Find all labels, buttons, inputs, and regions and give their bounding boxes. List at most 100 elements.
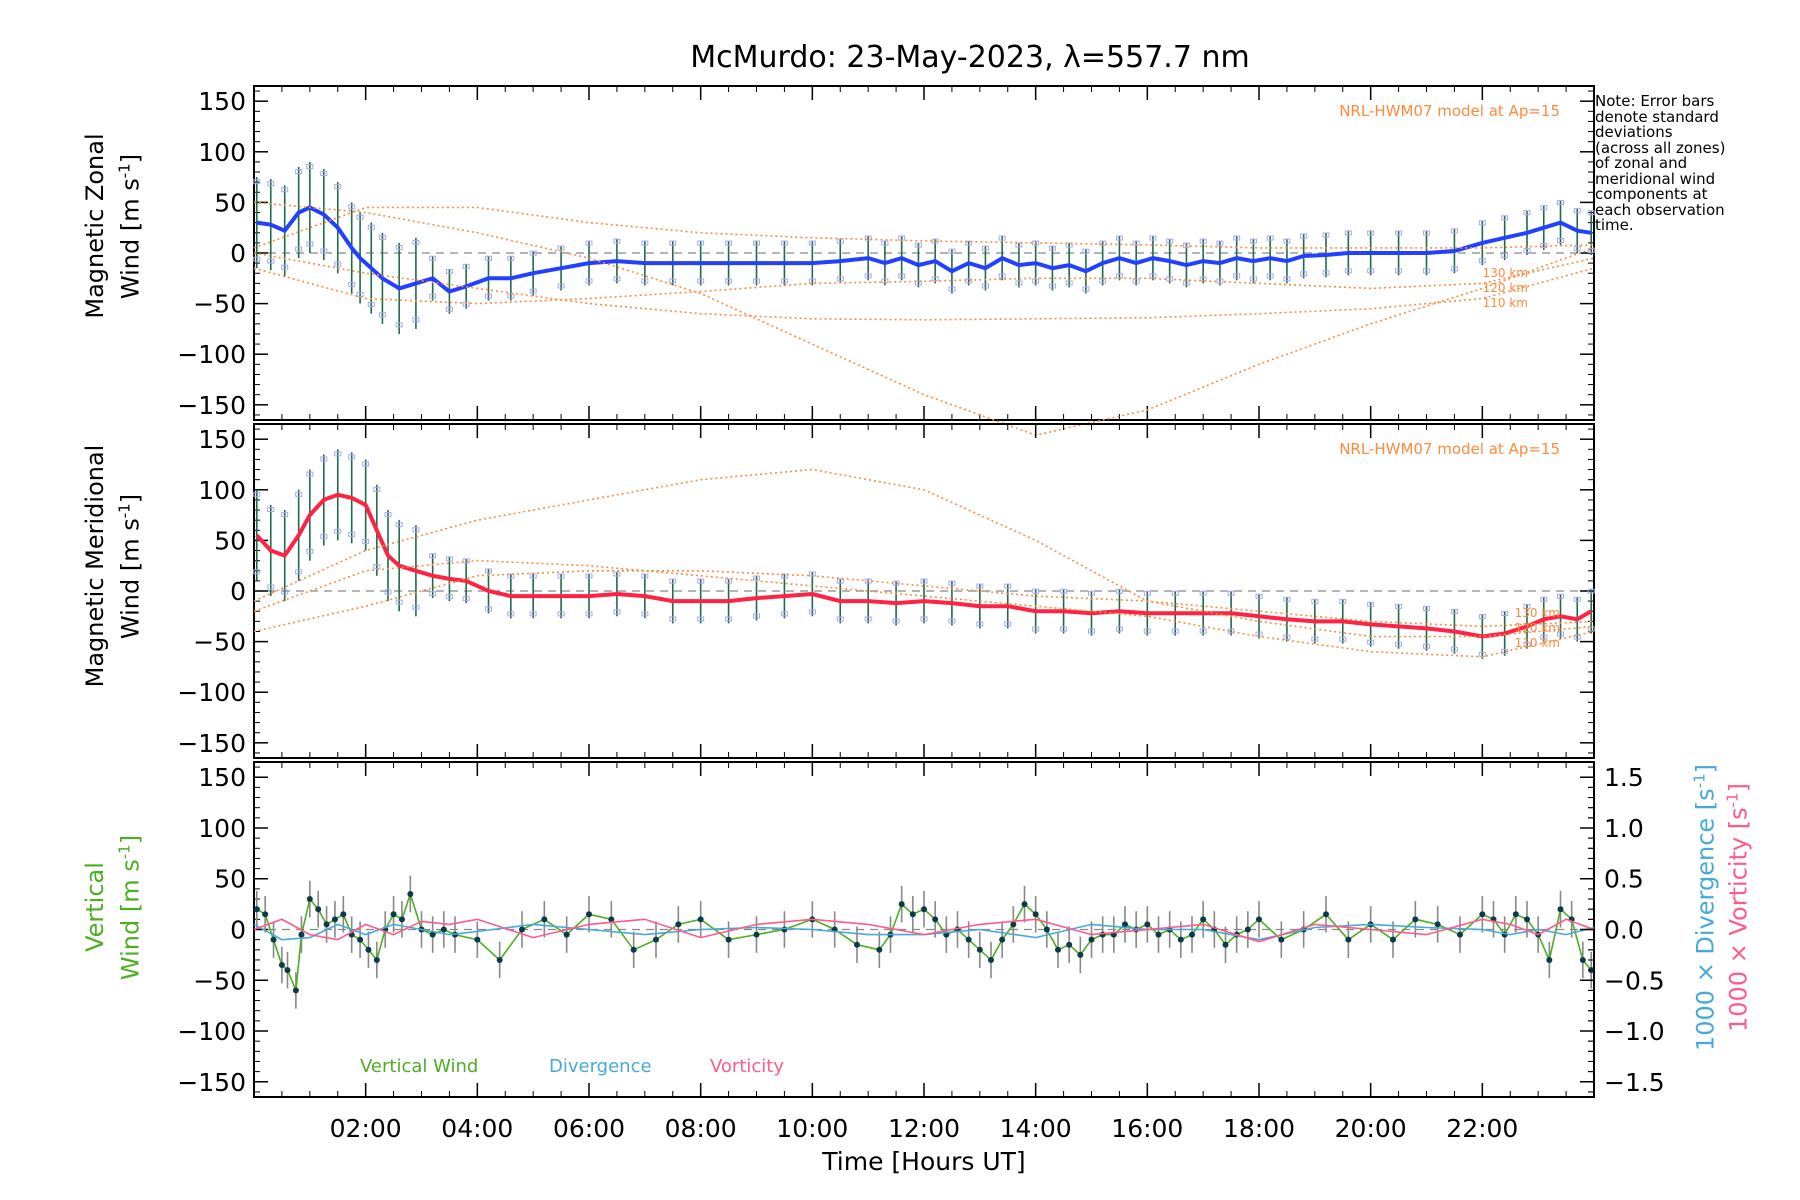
zone-marker [395,322,403,328]
vertical-wind-point [1457,931,1463,938]
model-curve [253,559,1595,658]
note-line: (across all zones) [1595,138,1726,157]
zone-marker [1300,271,1308,277]
zone-marker [976,583,984,589]
zone-marker [395,522,403,528]
vertical-wind-point [284,967,291,974]
zone-marker [485,568,492,574]
zone-marker [753,613,760,619]
vertical-wind-point [1088,936,1095,943]
vertical-wind-point [1434,921,1441,928]
zone-marker [1088,590,1095,596]
zone-marker [445,556,453,562]
vertical-wind-point [340,911,347,918]
model-label: NRL-HWM07 model at Ap=15 [1339,440,1560,458]
zone-marker [1423,643,1430,649]
zone-marker [267,584,275,590]
zone-marker [613,276,621,282]
zone-marker [836,276,844,282]
note-line: each observation [1595,200,1725,219]
zone-marker [1171,628,1179,634]
x-tick-label: 22:00 [1446,1114,1518,1143]
zone-marker [1004,583,1012,589]
vertical-wind-point [270,936,277,943]
zone-marker [267,507,275,513]
zone-marker [412,527,420,533]
zone-marker [965,240,973,246]
zone-marker [429,293,437,299]
zone-marker [1032,588,1040,594]
zone-marker [1322,270,1330,276]
zone-marker [1233,273,1241,279]
y2-tick-label: 0.5 [1604,865,1644,894]
model-curve [253,569,1595,633]
note-line: meridional wind [1595,169,1716,188]
zone-marker [306,471,314,477]
zone-marker [1300,233,1308,239]
zone-marker [1255,593,1263,599]
zone-marker [334,184,342,190]
vertical-wind-point [1189,931,1195,938]
y-tick-label: 100 [198,138,246,167]
zone-marker [697,578,705,584]
zone-marker [507,255,515,261]
panel-zonal: 150 100 50 0 −50 −100 −150 NRL-HWM07 model at A… [177,85,1595,437]
zone-marker [1367,639,1375,645]
zone-marker [585,573,593,579]
zone-marker [1249,238,1257,244]
vertical-wind-point [1066,941,1073,948]
zone-marker [1283,596,1291,602]
zone-marker [613,571,621,577]
zone-marker [253,569,261,575]
zone-marker [507,573,515,579]
vertical-wind-point [253,906,260,913]
y-tick-label: 50 [214,865,246,894]
y-tick-label: 150 [198,87,246,116]
zone-marker [557,245,565,251]
vertical-wind-point [1345,936,1352,943]
zone-marker [281,512,289,518]
series-zonal-line [256,205,1592,294]
note-line: time. [1595,216,1634,234]
vertical-wind-point [1099,931,1106,938]
vertical-wind-point [331,916,338,923]
x-tick-label: 12:00 [888,1114,960,1143]
zone-marker [753,240,760,246]
zone-marker [1478,614,1486,620]
zone-marker [1216,278,1224,284]
vertical-wind-point [262,911,269,918]
vertical-wind-point [921,906,927,913]
x-tick-label: 08:00 [665,1114,737,1143]
zone-marker [1557,593,1564,599]
zone-marker [267,181,275,187]
zone-marker [378,234,386,240]
zone-marker [1004,621,1012,627]
zone-marker [1587,248,1595,254]
y2-tick-label: 0.0 [1604,916,1644,945]
zone-marker [808,609,816,615]
model-height-label: 120 km [1483,281,1528,295]
zone-marker [529,250,537,256]
vertical-wind-point [1200,916,1207,923]
zone-marker [1339,636,1347,642]
zone-marker [281,589,289,595]
vertical-wind-point [697,916,704,923]
zone-marker [557,611,565,617]
vertical-wind-point [1077,951,1084,958]
zone-marker [1216,240,1224,246]
zone-marker [1322,232,1330,238]
zone-marker [1523,248,1531,254]
note-line: deviations [1595,123,1673,141]
zone-marker [1367,601,1375,607]
zone-marker [1557,237,1564,243]
zone-marker [1171,590,1179,596]
vertical-wind-point [1479,911,1486,918]
vertical-wind-point [675,921,682,928]
y2-tick-label: −1.5 [1604,1068,1665,1097]
zone-marker [1199,238,1207,244]
zone-marker [836,578,844,584]
zone-marker [1523,603,1531,609]
zone-marker [334,451,342,457]
series-vorticity-line [253,918,1595,943]
vertical-wind-point [1557,906,1564,913]
